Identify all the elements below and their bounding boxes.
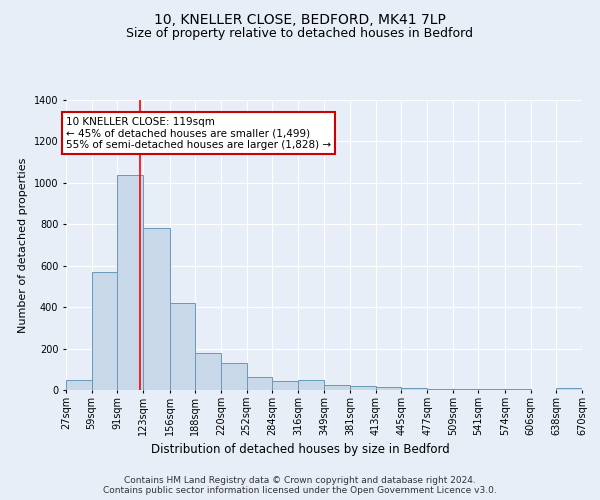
Bar: [556, 388, 582, 390]
Bar: [170, 303, 195, 390]
Bar: [272, 380, 298, 390]
Bar: [401, 388, 427, 390]
Bar: [325, 385, 350, 390]
Bar: [350, 386, 376, 390]
Bar: [92, 272, 118, 390]
Text: 10, KNELLER CLOSE, BEDFORD, MK41 7LP: 10, KNELLER CLOSE, BEDFORD, MK41 7LP: [154, 12, 446, 26]
Bar: [195, 352, 221, 390]
Bar: [453, 389, 478, 390]
Text: Contains HM Land Registry data © Crown copyright and database right 2024.
Contai: Contains HM Land Registry data © Crown c…: [103, 476, 497, 495]
Text: Size of property relative to detached houses in Bedford: Size of property relative to detached ho…: [127, 28, 473, 40]
Bar: [247, 376, 272, 390]
Text: 10 KNELLER CLOSE: 119sqm
← 45% of detached houses are smaller (1,499)
55% of sem: 10 KNELLER CLOSE: 119sqm ← 45% of detach…: [66, 116, 331, 150]
Bar: [376, 387, 401, 390]
Bar: [118, 174, 143, 390]
Bar: [298, 380, 325, 390]
Text: Distribution of detached houses by size in Bedford: Distribution of detached houses by size …: [151, 442, 449, 456]
Bar: [427, 389, 453, 390]
Y-axis label: Number of detached properties: Number of detached properties: [18, 158, 28, 332]
Bar: [143, 228, 170, 390]
Bar: [66, 380, 92, 390]
Bar: [221, 363, 247, 390]
